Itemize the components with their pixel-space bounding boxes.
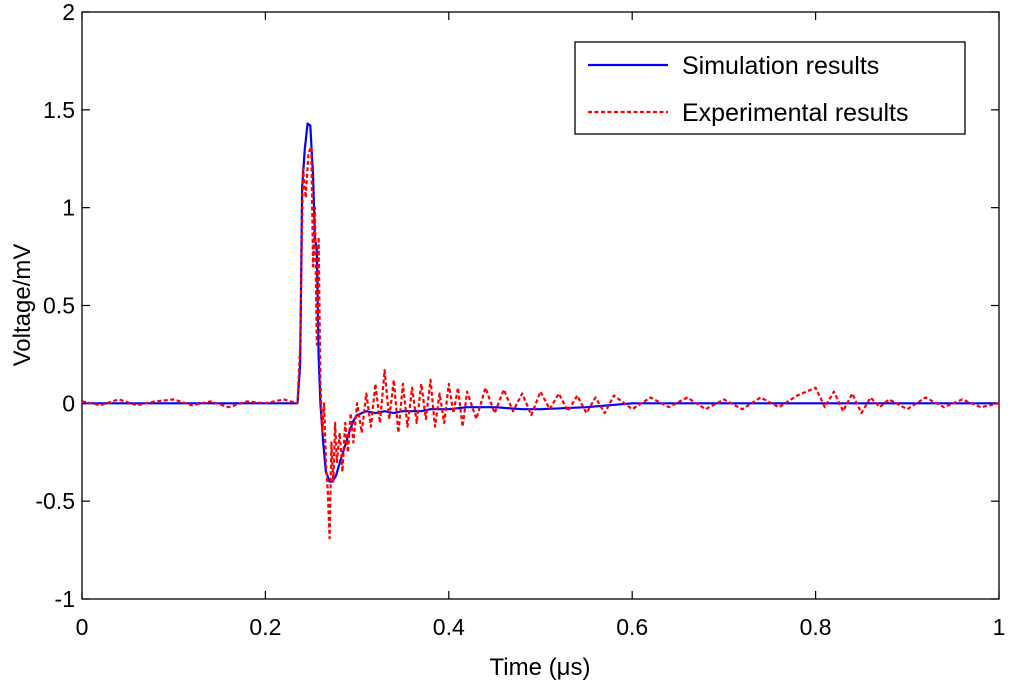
x-tick-label: 0.8	[800, 614, 832, 640]
y-tick-label: 1	[62, 195, 75, 221]
x-tick-labels: 0 0.2 0.4 0.6 0.8 1	[76, 614, 1006, 640]
x-tick-label: 1	[993, 614, 1006, 640]
y-axis-label: Voltage/mV	[9, 244, 36, 367]
x-tick-label: 0	[76, 614, 89, 640]
series-simulation-line	[82, 122, 999, 483]
series-experimental-line	[81, 145, 1000, 540]
y-tick-label: -0.5	[35, 488, 75, 514]
x-tick-label: 0.2	[249, 614, 281, 640]
x-axis-label: Time (μs)	[490, 654, 591, 681]
y-tick-label: 0	[62, 390, 75, 416]
x-tick-label: 0.6	[616, 614, 648, 640]
y-tick-label: 0.5	[43, 293, 75, 319]
series-layer	[81, 122, 1000, 540]
legend-box	[574, 41, 966, 135]
y-tick-label: 1.5	[43, 97, 75, 123]
legend-label-simulation: Simulation results	[682, 52, 879, 80]
x-tick-label: 0.4	[433, 614, 465, 640]
y-tick-labels: -1 -0.5 0 0.5 1 1.5 2	[35, 0, 75, 612]
legend: Simulation results Experimental results	[574, 41, 966, 135]
y-tick-label: -1	[55, 586, 75, 612]
y-tick-label: 2	[62, 0, 75, 25]
legend-label-experimental: Experimental results	[682, 99, 908, 127]
